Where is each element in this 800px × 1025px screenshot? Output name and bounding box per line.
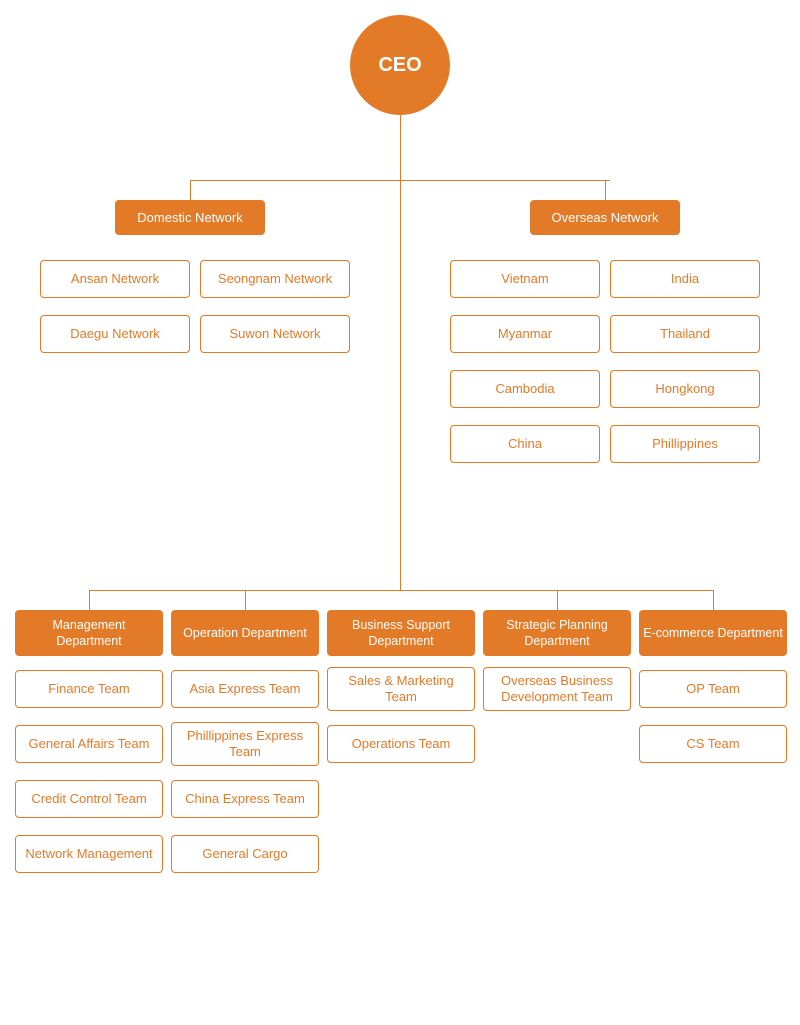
team-item-label: Sales & Marketing Team [332, 673, 470, 704]
team-item-label: General Cargo [202, 846, 287, 862]
team-item: Network Management [15, 835, 163, 873]
connector-line [190, 180, 610, 181]
overseas-item-label: Cambodia [495, 381, 554, 397]
team-item-label: OP Team [686, 681, 740, 697]
department-header-label: Operation Department [183, 625, 307, 641]
network-header: Overseas Network [530, 200, 680, 235]
ceo-node: CEO [350, 15, 450, 115]
team-item: CS Team [639, 725, 787, 763]
department-header-label: E-commerce Department [643, 625, 783, 641]
network-header: Domestic Network [115, 200, 265, 235]
connector-line [89, 590, 713, 591]
overseas-item: Vietnam [450, 260, 600, 298]
department-header-label: Strategic Planning Department [487, 617, 627, 650]
domestic-item: Suwon Network [200, 315, 350, 353]
overseas-item-label: Myanmar [498, 326, 552, 342]
department-header-label: Business Support Department [331, 617, 471, 650]
team-item-label: Asia Express Team [189, 681, 300, 697]
domestic-item-label: Ansan Network [71, 271, 159, 287]
team-item: General Cargo [171, 835, 319, 873]
domestic-item-label: Daegu Network [70, 326, 160, 342]
team-item: OP Team [639, 670, 787, 708]
team-item-label: Operations Team [352, 736, 451, 752]
department-header: Strategic Planning Department [483, 610, 631, 656]
ceo-label: CEO [378, 54, 421, 77]
team-item-label: Finance Team [48, 681, 129, 697]
network-header-label: Overseas Network [552, 210, 659, 225]
connector-line [190, 180, 191, 200]
team-item-label: Phillippines Express Team [176, 728, 314, 759]
team-item: Asia Express Team [171, 670, 319, 708]
connector-line [605, 180, 606, 200]
team-item: Phillippines Express Team [171, 722, 319, 766]
domestic-item-label: Suwon Network [229, 326, 320, 342]
connector-line [89, 590, 90, 610]
overseas-item-label: Thailand [660, 326, 710, 342]
overseas-item-label: India [671, 271, 699, 287]
domestic-item: Ansan Network [40, 260, 190, 298]
team-item: Operations Team [327, 725, 475, 763]
team-item-label: China Express Team [185, 791, 305, 807]
overseas-item: India [610, 260, 760, 298]
domestic-item: Seongnam Network [200, 260, 350, 298]
team-item-label: CS Team [686, 736, 739, 752]
connector-line [245, 590, 246, 610]
team-item: China Express Team [171, 780, 319, 818]
overseas-item: Phillippines [610, 425, 760, 463]
department-header: Business Support Department [327, 610, 475, 656]
overseas-item-label: Phillippines [652, 436, 718, 452]
team-item: Credit Control Team [15, 780, 163, 818]
overseas-item-label: Vietnam [501, 271, 548, 287]
team-item: Overseas Business Development Team [483, 667, 631, 711]
overseas-item-label: Hongkong [655, 381, 714, 397]
team-item-label: Overseas Business Development Team [488, 673, 626, 704]
team-item: Finance Team [15, 670, 163, 708]
overseas-item: Hongkong [610, 370, 760, 408]
department-header: Operation Department [171, 610, 319, 656]
department-header: Management Department [15, 610, 163, 656]
domestic-item: Daegu Network [40, 315, 190, 353]
overseas-item: Myanmar [450, 315, 600, 353]
overseas-item: Thailand [610, 315, 760, 353]
domestic-item-label: Seongnam Network [218, 271, 332, 287]
team-item-label: Credit Control Team [31, 791, 146, 807]
overseas-item-label: China [508, 436, 542, 452]
team-item-label: General Affairs Team [29, 736, 150, 752]
overseas-item: China [450, 425, 600, 463]
network-header-label: Domestic Network [137, 210, 242, 225]
connector-line [557, 590, 558, 610]
connector-line [713, 590, 714, 610]
department-header: E-commerce Department [639, 610, 787, 656]
connector-line [400, 115, 401, 590]
team-item-label: Network Management [25, 846, 152, 862]
overseas-item: Cambodia [450, 370, 600, 408]
team-item: General Affairs Team [15, 725, 163, 763]
team-item: Sales & Marketing Team [327, 667, 475, 711]
department-header-label: Management Department [19, 617, 159, 650]
